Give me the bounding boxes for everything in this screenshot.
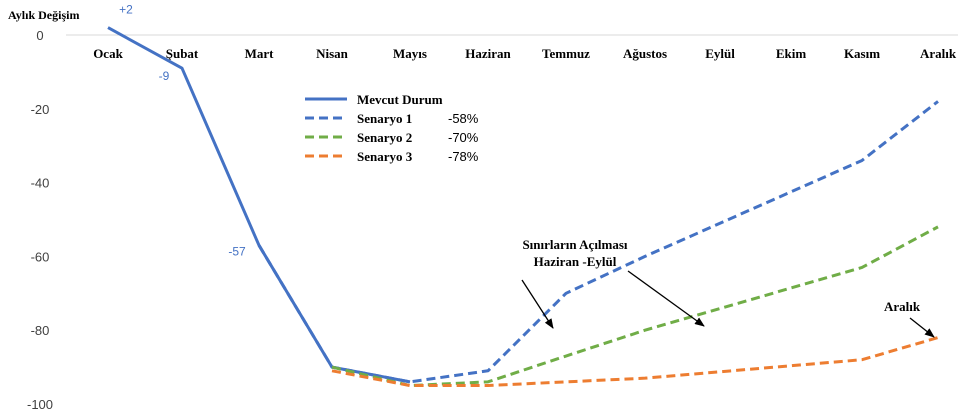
legend-label: Senaryo 3 (357, 149, 413, 164)
x-tick-label: Kasım (844, 46, 880, 61)
y-tick-label: -60 (31, 249, 50, 264)
x-tick-label: Ekim (776, 46, 807, 61)
legend-label: Senaryo 1 (357, 111, 412, 126)
y-tick-label: -40 (31, 176, 50, 191)
y-tick-label: 0 (36, 28, 43, 43)
legend-label: Mevcut Durum (357, 92, 443, 107)
y-axis-title: Aylık Değişim (8, 8, 79, 22)
series-line-senaryo-1 (257, 100, 939, 384)
data-label: +2 (119, 3, 133, 17)
x-tick-label: Aralık (920, 46, 957, 61)
x-tick-label: Şubat (166, 46, 199, 61)
legend-result-label: -58% (448, 111, 479, 126)
legend-result-label: -70% (448, 130, 479, 145)
y-tick-label: -80 (31, 323, 50, 338)
series-line-senaryo-3 (331, 336, 939, 388)
x-tick-label: Temmuz (542, 46, 590, 61)
x-tick-label: Mart (245, 46, 275, 61)
annotation-reopening: Haziran -Eylül (534, 254, 617, 269)
x-tick-label: Haziran (465, 46, 511, 61)
x-tick-label: Eylül (705, 46, 735, 61)
y-tick-label: -100 (27, 397, 53, 412)
annotation-december: Aralık (884, 299, 921, 314)
x-tick-label: Ocak (93, 46, 123, 61)
annotation-arrow (521, 279, 554, 329)
series-line-senaryo-2 (331, 225, 939, 388)
x-tick-label: Nisan (316, 46, 349, 61)
annotation-arrow (909, 317, 935, 338)
x-tick-label: Mayıs (393, 46, 427, 61)
y-tick-label: -20 (31, 102, 50, 117)
annotation-reopening: Sınırların Açılması (522, 237, 627, 252)
x-tick-label: Ağustos (623, 46, 667, 61)
legend-result-label: -78% (448, 149, 479, 164)
annotation-arrow (627, 270, 705, 327)
data-label: -9 (159, 69, 170, 83)
series-line-mevcut-durum (107, 26, 411, 384)
legend-label: Senaryo 2 (357, 130, 412, 145)
data-label: -57 (228, 244, 246, 258)
